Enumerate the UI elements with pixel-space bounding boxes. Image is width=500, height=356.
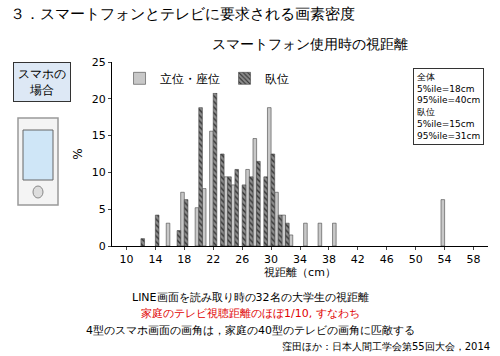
svg-text:14: 14 (148, 253, 162, 266)
svg-text:34: 34 (293, 253, 307, 266)
svg-text:視距離（cm）: 視距離（cm） (264, 266, 336, 279)
svg-text:臥位: 臥位 (265, 72, 289, 86)
svg-text:58: 58 (467, 253, 481, 266)
svg-text:30: 30 (264, 253, 278, 266)
svg-text:54: 54 (438, 253, 452, 266)
svg-text:20: 20 (92, 93, 106, 106)
svg-text:立位・座位: 立位・座位 (160, 72, 220, 86)
svg-text:18: 18 (177, 253, 191, 266)
svg-text:25: 25 (92, 56, 106, 69)
svg-text:家庭のテレビ視聴距離のほぼ1/10, すなわち: 家庭のテレビ視聴距離のほぼ1/10, すなわち (141, 307, 360, 320)
svg-text:22: 22 (206, 253, 220, 266)
svg-text:5: 5 (99, 203, 106, 216)
svg-text:３．スマートフォンとテレビに要求される画素密度: ３．スマートフォンとテレビに要求される画素密度 (10, 5, 355, 23)
svg-text:全体5%ile=18cm95%ile=40cm臥位5%ile: 全体5%ile=18cm95%ile=40cm臥位5%ile=15cm95%il… (417, 72, 480, 141)
svg-text:42: 42 (351, 253, 365, 266)
svg-text:スマートフォン使用時の視距離: スマートフォン使用時の視距離 (212, 36, 408, 52)
svg-text:46: 46 (380, 253, 394, 266)
svg-text:15: 15 (92, 129, 106, 142)
svg-text:LINE画面を読み取り時の32名の大学生の視距離: LINE画面を読み取り時の32名の大学生の視距離 (132, 291, 369, 304)
svg-text:%: % (71, 148, 85, 159)
svg-text:0: 0 (99, 240, 106, 253)
svg-text:10: 10 (92, 166, 106, 179)
svg-text:4型のスマホ画面の画角は，家庭の40型のテレビの画角に匹敵す: 4型のスマホ画面の画角は，家庭の40型のテレビの画角に匹敵する (86, 324, 415, 337)
svg-text:窪田ほか：日本人間工学会第55回大会，2014: 窪田ほか：日本人間工学会第55回大会，2014 (282, 341, 490, 352)
svg-text:スマホの場合: スマホの場合 (18, 67, 66, 97)
svg-text:38: 38 (322, 253, 336, 266)
svg-text:26: 26 (235, 253, 249, 266)
svg-text:50: 50 (409, 253, 423, 266)
svg-text:10: 10 (119, 253, 133, 266)
